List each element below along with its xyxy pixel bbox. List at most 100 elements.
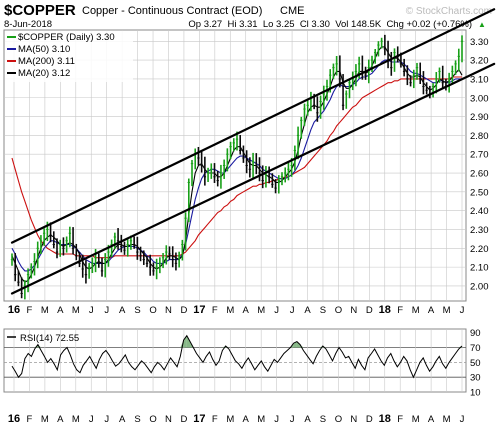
trend-channel-line <box>10 8 496 244</box>
rsi-overbought-area <box>296 341 301 348</box>
rsi-overbought-area <box>186 335 191 348</box>
x-tick-label: O <box>149 305 156 316</box>
rsi-y-axis: 90 70 50 30 10 <box>470 328 481 398</box>
legend-label-ma50: MA(50) 3.10 <box>18 44 70 55</box>
rsi-overbought-area <box>183 335 187 348</box>
x-tick-label: F <box>212 305 218 316</box>
x-tick-label: M <box>412 305 420 316</box>
price-y-tick-label: 3.10 <box>470 74 489 85</box>
rsi-y-tick-label: 50 <box>470 358 481 369</box>
exchange-name: CME <box>280 5 304 17</box>
x-tick-label: D <box>366 305 373 316</box>
date-axis-bottom: 16 F M A M J J A S O N D 17 F M A M J J A S O N D 18 F M A M J <box>8 413 465 425</box>
x-tick-label: J <box>290 414 295 425</box>
price-y-tick-label: 3.20 <box>470 56 489 67</box>
x-tick-label: A <box>119 414 126 425</box>
rsi-y-tick-label: 90 <box>470 328 481 339</box>
price-y-tick-label: 2.70 <box>470 150 489 161</box>
x-tick-label: A <box>428 414 435 425</box>
price-gridlines <box>4 30 466 301</box>
x-tick-label: F <box>212 414 218 425</box>
x-tick-label: A <box>57 414 64 425</box>
x-tick-label: J <box>89 414 94 425</box>
x-tick-label: J <box>274 414 279 425</box>
date-axis-middle: 16 F M A M J J A S O N D 17 F M A M J J A S O N D 18 F M A M J <box>8 304 465 316</box>
x-tick-label: M <box>257 305 265 316</box>
price-y-tick-label: 2.50 <box>470 187 489 198</box>
x-tick-label: O <box>149 414 156 425</box>
price-y-tick-label: 2.60 <box>470 169 489 180</box>
x-tick-label: N <box>350 305 357 316</box>
price-y-tick-label: 2.20 <box>470 244 489 255</box>
x-tick-label: N <box>165 305 172 316</box>
x-tick-label: 16 <box>8 413 20 425</box>
x-tick-label: F <box>27 305 33 316</box>
rsi-gridlines <box>4 329 466 392</box>
price-y-tick-label: 2.80 <box>470 131 489 142</box>
x-tick-label: S <box>320 414 326 425</box>
instrument-name: Copper - Continuous Contract (EOD) <box>82 5 262 17</box>
x-tick-label: 18 <box>379 304 391 316</box>
rsi-y-tick-label: 70 <box>470 343 481 354</box>
price-y-tick-label: 2.30 <box>470 225 489 236</box>
trend-channel-line <box>10 62 496 295</box>
price-y-tick-label: 2.90 <box>470 112 489 123</box>
price-panel: 3.30 3.20 3.10 3.00 2.90 2.80 2.70 2.60 2.50 2.40… <box>3 8 496 302</box>
x-tick-label: A <box>243 414 250 425</box>
x-tick-label: 18 <box>379 413 391 425</box>
legend-background <box>5 31 133 82</box>
x-tick-label: J <box>274 305 279 316</box>
price-y-axis: 3.30 3.20 3.10 3.00 2.90 2.80 2.70 2.60 2.50 2.40… <box>470 37 489 293</box>
x-tick-label: N <box>350 414 357 425</box>
price-legend: $COPPER (Daily) 3.30 MA(50) 3.10 MA(200)… <box>5 31 133 82</box>
x-tick-label: D <box>366 414 373 425</box>
x-tick-label: M <box>443 305 451 316</box>
x-tick-label: A <box>304 305 311 316</box>
x-tick-label: M <box>41 414 49 425</box>
x-tick-label: M <box>72 414 80 425</box>
x-tick-label: J <box>290 305 295 316</box>
trend-channel-lines <box>10 8 496 295</box>
price-y-tick-label: 2.00 <box>470 281 489 292</box>
x-tick-label: J <box>460 414 465 425</box>
x-tick-label: F <box>397 414 403 425</box>
price-y-tick-label: 2.10 <box>470 263 489 274</box>
x-tick-label: D <box>180 414 187 425</box>
price-y-tick-label: 3.30 <box>470 37 489 48</box>
x-tick-label: J <box>460 305 465 316</box>
x-tick-label: A <box>119 305 126 316</box>
rsi-line <box>11 334 463 379</box>
x-tick-label: M <box>257 414 265 425</box>
chart-watermark: © StockCharts.com <box>406 6 492 17</box>
x-tick-label: M <box>72 305 80 316</box>
x-tick-label: S <box>134 414 140 425</box>
x-tick-label: A <box>57 305 64 316</box>
x-tick-label: 17 <box>193 413 205 425</box>
ticker-symbol: $COPPER <box>4 2 76 19</box>
rsi-y-tick-label: 10 <box>470 388 481 399</box>
legend-label-price: $COPPER (Daily) 3.30 <box>18 32 115 43</box>
x-tick-label: S <box>134 305 140 316</box>
x-tick-label: S <box>320 305 326 316</box>
x-tick-label: A <box>243 305 250 316</box>
change-up-arrow: ▲ <box>478 20 486 29</box>
moving-average-line-ma200 <box>11 76 462 259</box>
rsi-y-tick-label: 30 <box>470 373 481 384</box>
x-tick-label: J <box>104 305 109 316</box>
price-y-tick-label: 3.00 <box>470 93 489 104</box>
x-tick-label: O <box>335 305 342 316</box>
x-tick-label: F <box>397 305 403 316</box>
x-tick-label: F <box>27 414 33 425</box>
price-y-tick-label: 2.40 <box>470 206 489 217</box>
x-tick-label: M <box>226 414 234 425</box>
x-tick-label: N <box>165 414 172 425</box>
x-tick-label: J <box>89 305 94 316</box>
x-tick-label: M <box>41 305 49 316</box>
x-tick-label: A <box>304 414 311 425</box>
x-tick-label: M <box>226 305 234 316</box>
x-tick-label: A <box>428 305 435 316</box>
rsi-panel: 90 70 50 30 10 RSI(14) 72.55 <box>3 328 481 399</box>
x-tick-label: 17 <box>193 304 205 316</box>
x-tick-label: M <box>412 414 420 425</box>
